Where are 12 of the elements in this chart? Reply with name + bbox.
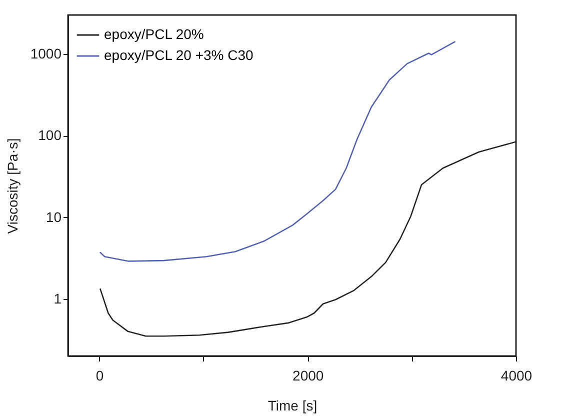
y-tick-label: 1000 (30, 45, 62, 62)
legend-label: epoxy/PCL 20% (104, 26, 204, 42)
y-axis-title: Viscosity [Pa·s] (4, 138, 20, 234)
y-tick-label: 1 (54, 290, 62, 306)
x-axis-title: Time [s] (268, 398, 318, 414)
x-tick-label: 2000 (292, 368, 324, 384)
y-tick-label: 10 (46, 208, 62, 225)
y-tick-label: 100 (38, 127, 62, 144)
line-series (100, 41, 456, 262)
legend-label: epoxy/PCL 20 +3% C30 (104, 47, 254, 63)
x-tick-label: 0 (96, 368, 104, 384)
x-tick-label: 4000 (500, 368, 532, 384)
